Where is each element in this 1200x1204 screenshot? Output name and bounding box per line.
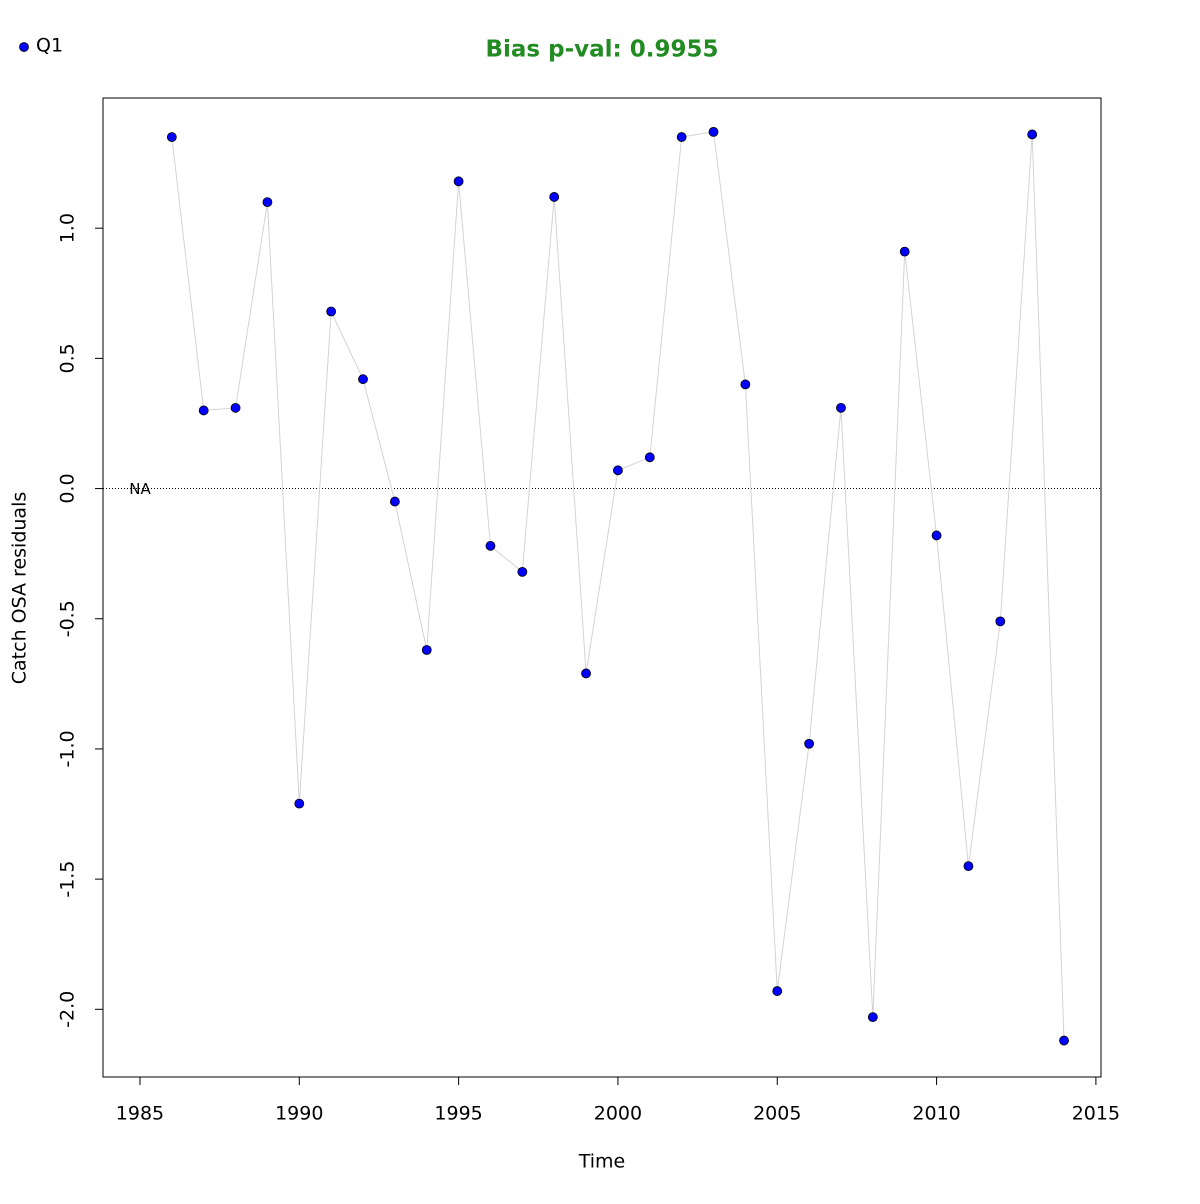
x-tick-label: 2000 bbox=[594, 1103, 642, 1125]
x-axis-label: Time bbox=[578, 1151, 626, 1173]
data-point bbox=[931, 530, 942, 541]
y-tick-label: -0.5 bbox=[57, 600, 79, 637]
y-tick-label: 1.0 bbox=[57, 213, 79, 243]
data-point bbox=[613, 465, 623, 476]
y-tick-label: -1.0 bbox=[57, 730, 79, 767]
data-point bbox=[549, 192, 560, 202]
data-point bbox=[358, 374, 368, 385]
plot-frame bbox=[102, 97, 1102, 1078]
data-point bbox=[708, 126, 719, 137]
data-point bbox=[581, 668, 591, 679]
y-tick-label: -1.5 bbox=[57, 861, 79, 898]
data-point bbox=[1059, 1035, 1069, 1046]
y-axis-label: Catch OSA residuals bbox=[9, 492, 31, 684]
data-point bbox=[230, 402, 241, 413]
data-point bbox=[740, 379, 751, 390]
data-point bbox=[676, 132, 687, 142]
data-point bbox=[867, 1012, 878, 1023]
x-tick-label: 1990 bbox=[275, 1103, 323, 1125]
data-point bbox=[836, 402, 846, 413]
x-tick-label: 2015 bbox=[1072, 1103, 1120, 1125]
y-tick-label: 0.5 bbox=[57, 343, 79, 373]
data-point bbox=[899, 246, 910, 257]
annotation: NA bbox=[129, 480, 151, 498]
data-point bbox=[644, 452, 655, 463]
data-point bbox=[389, 496, 400, 507]
legend-label: Q1 bbox=[36, 35, 63, 57]
data-point bbox=[198, 405, 209, 416]
x-tick-label: 1995 bbox=[434, 1103, 482, 1125]
series-line bbox=[171, 131, 1065, 1041]
data-point bbox=[1027, 129, 1038, 140]
y-tick-label: 0.0 bbox=[57, 473, 79, 503]
chart-title: Bias p-val: 0.9955 bbox=[486, 37, 719, 63]
x-tick-label: 1985 bbox=[116, 1103, 164, 1125]
data-point bbox=[166, 132, 177, 142]
data-point bbox=[294, 798, 305, 809]
data-point bbox=[262, 197, 273, 208]
legend-marker bbox=[19, 42, 29, 52]
y-tick-label: -2.0 bbox=[57, 991, 79, 1028]
data-point bbox=[517, 566, 528, 577]
data-point bbox=[963, 861, 974, 871]
data-point bbox=[453, 176, 464, 187]
data-point bbox=[772, 986, 783, 996]
data-point bbox=[326, 306, 337, 317]
data-point bbox=[804, 738, 815, 749]
x-tick-label: 2010 bbox=[912, 1103, 960, 1125]
data-point bbox=[485, 540, 496, 551]
data-point bbox=[995, 616, 1006, 627]
x-tick-label: 2005 bbox=[753, 1103, 801, 1125]
data-point bbox=[421, 645, 432, 655]
